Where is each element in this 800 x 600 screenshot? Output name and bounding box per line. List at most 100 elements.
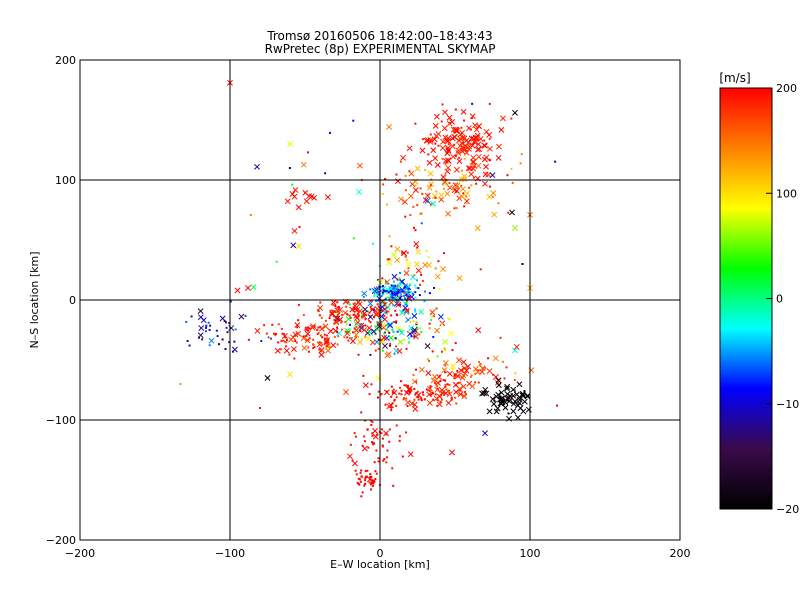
- data-point-dot: [440, 120, 443, 123]
- data-point-dot: [511, 181, 514, 184]
- data-point-dot: [369, 488, 372, 491]
- data-point-x: [344, 330, 351, 337]
- data-point-dot: [381, 284, 384, 287]
- data-point-dot: [390, 314, 393, 317]
- data-point-x: [459, 193, 465, 200]
- data-point-dot: [412, 226, 415, 229]
- data-point-dot: [423, 398, 426, 401]
- data-point-dot: [332, 310, 335, 313]
- data-point-dot: [403, 384, 406, 387]
- x-tick-label: −100: [215, 547, 245, 560]
- data-point-dot: [444, 385, 447, 388]
- data-point-dot: [244, 314, 247, 317]
- data-point-dot: [382, 289, 385, 292]
- data-point-dot: [444, 364, 447, 367]
- data-point-x: [394, 257, 401, 264]
- data-point-x: [415, 248, 422, 255]
- data-point-x: [418, 308, 425, 315]
- data-point-dot: [403, 292, 406, 295]
- data-point-dot: [377, 347, 380, 350]
- data-point-dot: [392, 287, 395, 290]
- data-point-x: [510, 392, 517, 399]
- data-point-dot: [383, 290, 386, 293]
- data-point-dot: [369, 299, 372, 302]
- data-point-x: [329, 310, 335, 316]
- data-point-x: [397, 196, 404, 203]
- data-point-x: [415, 267, 422, 274]
- data-point-dot: [415, 323, 418, 326]
- data-point-dot: [385, 280, 388, 283]
- data-point-x: [442, 338, 448, 345]
- data-point-dot: [421, 391, 424, 394]
- data-point-dot: [456, 186, 459, 189]
- data-point-dot: [384, 177, 387, 180]
- data-point-x: [453, 389, 460, 396]
- data-point-x: [362, 382, 369, 389]
- data-point-x: [398, 329, 405, 336]
- data-point-dot: [417, 395, 420, 398]
- data-point-dot: [402, 309, 405, 312]
- data-point-dot: [460, 126, 463, 129]
- data-point-x: [439, 145, 446, 152]
- data-point-dot: [380, 432, 383, 435]
- data-point-dot: [390, 245, 393, 248]
- data-point-dot: [455, 402, 458, 405]
- data-point-dot: [385, 311, 388, 314]
- x-tick-label: 0: [377, 547, 384, 560]
- data-point-dot: [330, 309, 333, 312]
- data-point-x: [502, 404, 509, 411]
- data-point-dot: [471, 117, 474, 120]
- data-point-x: [330, 342, 337, 349]
- data-point-x: [384, 352, 391, 359]
- data-point-dot: [348, 323, 351, 326]
- data-point-dot: [457, 375, 460, 378]
- data-point-x: [383, 430, 390, 437]
- data-point-dot: [499, 336, 502, 339]
- data-point-x: [493, 393, 500, 400]
- data-point-dot: [333, 335, 336, 338]
- data-point-dot: [398, 392, 401, 395]
- data-point-x: [391, 389, 398, 396]
- data-point-x: [440, 138, 447, 145]
- data-point-dot: [439, 400, 442, 403]
- data-point-x: [425, 261, 432, 268]
- data-point-dot: [312, 338, 315, 341]
- data-point-x: [436, 393, 443, 400]
- data-point-dot: [319, 301, 322, 304]
- data-point-dot: [352, 237, 355, 240]
- data-point-dot: [368, 481, 371, 484]
- data-point-dot: [399, 295, 402, 298]
- data-point-x: [496, 143, 502, 150]
- data-point-x: [198, 325, 205, 332]
- data-point-dot: [361, 315, 364, 318]
- data-point-dot: [307, 346, 310, 349]
- data-point-dot: [383, 332, 386, 335]
- data-point-dot: [444, 383, 447, 386]
- data-point-dot: [390, 289, 393, 292]
- data-point-dot: [351, 459, 354, 462]
- data-point-dot: [370, 483, 373, 486]
- data-point-x: [374, 310, 381, 317]
- data-point-dot: [454, 396, 457, 399]
- data-point-x: [406, 295, 413, 302]
- data-point-dot: [388, 288, 391, 291]
- data-point-x: [383, 389, 390, 396]
- data-point-x: [449, 135, 456, 142]
- data-point-dot: [391, 328, 394, 331]
- data-point-x: [366, 325, 373, 332]
- data-point-dot: [437, 382, 440, 385]
- data-point-dot: [444, 174, 447, 177]
- data-point-x: [397, 338, 404, 345]
- data-point-x: [495, 154, 502, 161]
- data-point-dot: [425, 249, 428, 252]
- data-point-x: [458, 140, 465, 147]
- data-point-dot: [444, 379, 447, 382]
- data-point-dot: [392, 484, 395, 487]
- data-point-dot: [442, 252, 445, 255]
- data-point-dot: [204, 326, 207, 329]
- data-point-dot: [399, 303, 402, 306]
- data-point-dot: [417, 398, 420, 401]
- data-point-dot: [337, 305, 340, 308]
- data-point-dot: [395, 319, 398, 322]
- data-point-x: [445, 157, 452, 164]
